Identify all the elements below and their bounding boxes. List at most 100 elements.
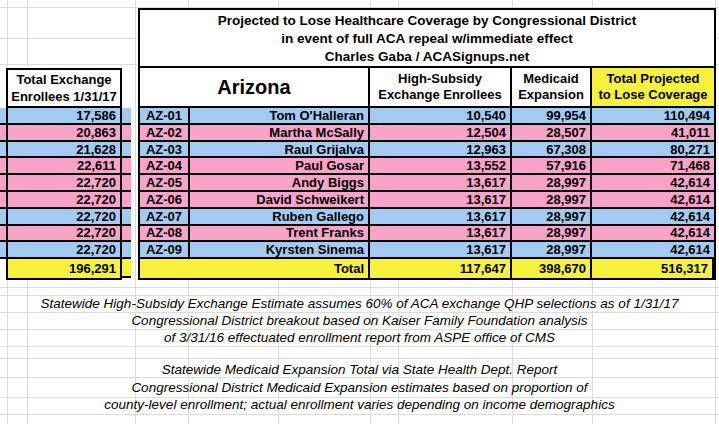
total-projected-header-line1: Total Projected [607, 71, 700, 88]
high-subsidy-cell[interactable]: 13,552 [370, 158, 512, 173]
table-title-line3: Charles Gaba / ACASignups.net [140, 48, 714, 66]
total-lose-cell[interactable]: 42,614 [592, 242, 714, 257]
exchange-enrollees-row: 17,586 [8, 108, 120, 125]
total-lose-cell[interactable]: 42,614 [592, 226, 714, 241]
medicaid-cell[interactable]: 57,916 [512, 158, 592, 173]
column-header-row: Arizona High-Subsidy Exchange Enrollees … [140, 68, 714, 108]
rep-name-cell[interactable]: Martha McSally [190, 125, 370, 140]
row-color-sliver [122, 226, 131, 243]
district-cell[interactable]: AZ-06 [140, 192, 190, 207]
high-subsidy-cell[interactable]: 13,617 [370, 175, 512, 190]
district-row: AZ-05 Andy Biggs 13,617 28,997 42,614 [140, 175, 714, 192]
rep-name-cell[interactable]: Kyrsten Sinema [190, 242, 370, 257]
exchange-enrollees-total-cell[interactable]: 196,291 [8, 259, 120, 278]
exchange-enrollees-row: 22,720 [8, 242, 120, 259]
spreadsheet-page: Total Exchange Enrollees 1/31/17 17,586 … [0, 0, 719, 424]
row-color-sliver [122, 209, 131, 226]
total-projected-header: Total Projected to Lose Coverage [592, 68, 714, 106]
total-high-subsidy-cell[interactable]: 117,647 [370, 259, 512, 278]
row-color-sliver [122, 158, 131, 175]
district-cell[interactable]: AZ-09 [140, 242, 190, 257]
district-cell[interactable]: AZ-05 [140, 175, 190, 190]
row-color-sliver [122, 108, 131, 125]
exchange-enrollees-cell[interactable]: 17,586 [8, 108, 120, 123]
gridline [0, 358, 719, 359]
rep-name-cell[interactable]: Andy Biggs [190, 175, 370, 190]
exchange-enrollees-row: 21,628 [8, 142, 120, 159]
total-label-cell[interactable]: Total [140, 259, 370, 278]
medicaid-cell[interactable]: 67,308 [512, 142, 592, 157]
coverage-table: Projected to Lose Healthcare Coverage by… [138, 8, 716, 280]
exchange-enrollees-row: 22,720 [8, 175, 120, 192]
district-row: AZ-06 David Schweikert 13,617 28,997 42,… [140, 192, 714, 209]
medicaid-header: Medicaid Expansion [512, 68, 592, 106]
exchange-enrollees-row: 22,720 [8, 226, 120, 243]
district-cell[interactable]: AZ-03 [140, 142, 190, 157]
rep-name-cell[interactable]: Raul Grijalva [190, 142, 370, 157]
high-subsidy-header-line1: High-Subsidy [398, 71, 482, 88]
rep-name-cell[interactable]: Tom O'Halleran [190, 108, 370, 123]
high-subsidy-cell[interactable]: 13,617 [370, 209, 512, 224]
high-subsidy-cell[interactable]: 10,540 [370, 108, 512, 123]
total-lose-cell[interactable]: 110,494 [592, 108, 714, 123]
row-color-sliver [122, 125, 131, 142]
district-cell[interactable]: AZ-01 [140, 108, 190, 123]
row-color-sliver [122, 142, 131, 159]
medicaid-cell[interactable]: 28,997 [512, 242, 592, 257]
table-title-line1: Projected to Lose Healthcare Coverage by… [140, 12, 714, 30]
exchange-enrollees-cell[interactable]: 22,720 [8, 192, 120, 207]
gridline [0, 346, 719, 347]
exchange-footnote: Statewide High-Subsidy Exchange Estimate… [0, 295, 719, 346]
exchange-enrollees-cell[interactable]: 21,628 [8, 142, 120, 157]
medicaid-cell[interactable]: 99,954 [512, 108, 592, 123]
exchange-footnote-line3: of 3/31/16 effectuated enrollment report… [0, 329, 719, 346]
coverage-table-body: AZ-01 Tom O'Halleran 10,540 99,954 110,4… [140, 108, 714, 259]
total-lose-cell[interactable]: 42,614 [592, 209, 714, 224]
district-row: AZ-04 Paul Gosar 13,552 57,916 71,468 [140, 158, 714, 175]
rep-name-cell[interactable]: Paul Gosar [190, 158, 370, 173]
medicaid-header-line2: Expansion [518, 87, 584, 104]
exchange-enrollees-row: 22,720 [8, 209, 120, 226]
district-cell[interactable]: AZ-07 [140, 209, 190, 224]
exchange-enrollees-row: 22,611 [8, 158, 120, 175]
medicaid-cell[interactable]: 28,997 [512, 192, 592, 207]
high-subsidy-cell[interactable]: 13,617 [370, 192, 512, 207]
exchange-enrollees-cell[interactable]: 22,720 [8, 209, 120, 224]
total-row-color-sliver [122, 259, 131, 278]
district-row: AZ-01 Tom O'Halleran 10,540 99,954 110,4… [140, 108, 714, 125]
exchange-enrollees-cell[interactable]: 22,720 [8, 226, 120, 241]
medicaid-cell[interactable]: 28,997 [512, 209, 592, 224]
total-lose-cell[interactable]: 42,614 [592, 175, 714, 190]
medicaid-cell[interactable]: 28,507 [512, 125, 592, 140]
high-subsidy-cell[interactable]: 13,617 [370, 226, 512, 241]
exchange-footnote-line1: Statewide High-Subsidy Exchange Estimate… [0, 295, 719, 312]
rep-name-cell[interactable]: Ruben Gallego [190, 209, 370, 224]
high-subsidy-cell[interactable]: 12,504 [370, 125, 512, 140]
row-color-sliver [122, 242, 131, 259]
exchange-enrollees-header: Total Exchange Enrollees 1/31/17 [8, 70, 120, 108]
exchange-enrollees-cell[interactable]: 22,720 [8, 242, 120, 257]
medicaid-footnote-line3: county-level enrollment; actual enrollme… [0, 396, 719, 414]
high-subsidy-cell[interactable]: 13,617 [370, 242, 512, 257]
state-header: Arizona [140, 68, 370, 106]
total-lose-cell[interactable]: 42,614 [592, 192, 714, 207]
gridline [0, 287, 719, 288]
medicaid-cell[interactable]: 28,997 [512, 175, 592, 190]
rep-name-cell[interactable]: David Schweikert [190, 192, 370, 207]
rep-name-cell[interactable]: Trent Franks [190, 226, 370, 241]
total-lose-cell[interactable]: 80,271 [592, 142, 714, 157]
medicaid-cell[interactable]: 28,997 [512, 226, 592, 241]
medicaid-header-line1: Medicaid [523, 71, 579, 88]
district-cell[interactable]: AZ-02 [140, 125, 190, 140]
district-cell[interactable]: AZ-08 [140, 226, 190, 241]
total-projected-header-line2: to Lose Coverage [598, 87, 707, 104]
total-medicaid-cell[interactable]: 398,670 [512, 259, 592, 278]
district-cell[interactable]: AZ-04 [140, 158, 190, 173]
high-subsidy-cell[interactable]: 12,963 [370, 142, 512, 157]
total-lose-coverage-cell[interactable]: 516,317 [592, 259, 714, 278]
exchange-enrollees-cell[interactable]: 22,611 [8, 158, 120, 173]
total-lose-cell[interactable]: 41,011 [592, 125, 714, 140]
total-lose-cell[interactable]: 71,468 [592, 158, 714, 173]
exchange-enrollees-cell[interactable]: 20,863 [8, 125, 120, 140]
exchange-enrollees-cell[interactable]: 22,720 [8, 175, 120, 190]
